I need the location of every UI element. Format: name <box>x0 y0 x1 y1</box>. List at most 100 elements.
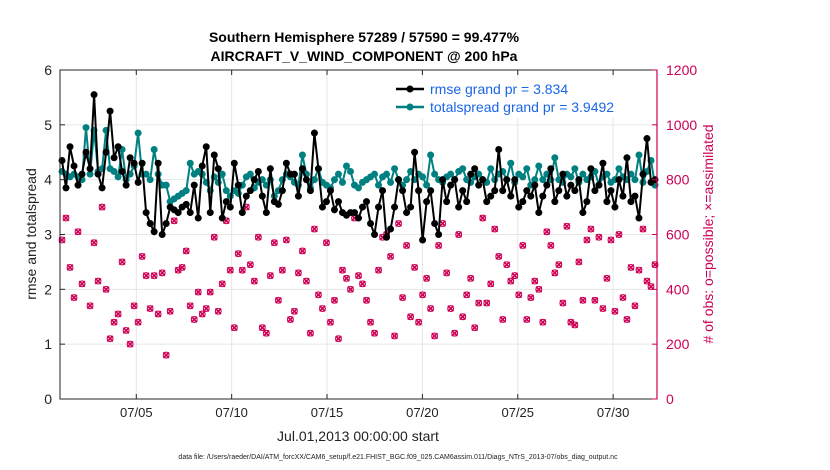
obs-count-point <box>318 305 326 312</box>
totalspread-point <box>507 159 515 167</box>
obs-possible-o <box>122 327 130 334</box>
totalspread-point <box>82 124 90 132</box>
rmse-point <box>403 209 411 217</box>
rmse-point <box>463 198 471 206</box>
totalspread-point <box>427 151 435 159</box>
y-right-tick-label: 400 <box>666 281 690 297</box>
obs-count-point <box>238 266 246 274</box>
totalspread-point <box>567 173 575 181</box>
obs-count-point <box>194 288 202 296</box>
obs-count-point <box>551 269 559 277</box>
obs-count-point <box>62 214 70 222</box>
obs-count-point <box>98 203 106 211</box>
obs-count-point <box>298 247 306 255</box>
obs-count-point <box>475 299 483 307</box>
obs-count-point <box>563 222 571 230</box>
rmse-point <box>82 148 90 156</box>
rmse-point <box>643 135 651 143</box>
totalspread-point <box>334 170 342 178</box>
obs-count-point <box>491 225 499 233</box>
rmse-point <box>110 154 118 162</box>
x-tick-label: 07/20 <box>406 405 439 420</box>
rmse-point <box>619 192 627 200</box>
rmse-point <box>523 187 531 195</box>
rmse-point <box>274 200 282 208</box>
obs-count-point <box>599 305 607 312</box>
obs-count-point <box>122 327 130 334</box>
obs-possible-o <box>463 291 471 299</box>
obs-possible-o <box>375 266 382 274</box>
obs-possible-o <box>118 258 126 266</box>
obs-count-point <box>543 228 551 236</box>
obs-count-point <box>90 239 98 247</box>
rmse-point <box>499 187 507 195</box>
obs-count-point <box>74 228 82 236</box>
obs-count-point <box>631 302 639 310</box>
obs-possible-o <box>210 233 218 241</box>
obs-count-point <box>511 272 519 280</box>
y-right-tick-label: 600 <box>666 227 690 243</box>
obs-possible-o <box>603 274 611 282</box>
obs-count-point <box>503 261 511 269</box>
obs-count-point <box>234 250 242 258</box>
rmse-point <box>310 129 318 137</box>
totalspread-point <box>162 181 170 189</box>
rmse-point <box>254 167 262 175</box>
obs-possible-o <box>643 277 651 285</box>
obs-possible-o <box>262 329 270 337</box>
obs-possible-o <box>483 299 491 307</box>
rmse-point <box>491 187 499 195</box>
obs-count-point <box>643 277 651 285</box>
y-left-tick-label: 3 <box>44 227 52 243</box>
obs-count-point <box>539 318 547 326</box>
obs-count-point <box>150 272 158 280</box>
obs-possible-o <box>647 283 655 291</box>
obs-possible-o <box>591 296 599 304</box>
obs-possible-o <box>206 288 214 296</box>
rmse-point <box>222 198 230 206</box>
totalspread-point <box>342 162 350 170</box>
rmse-point <box>503 176 511 184</box>
obs-count-point <box>182 247 190 255</box>
totalspread-point <box>635 151 643 159</box>
obs-possible-o <box>198 310 206 318</box>
obs-possible-o <box>367 318 374 326</box>
obs-possible-o <box>623 316 631 323</box>
obs-count-point <box>523 316 531 323</box>
x-tick-label: 07/25 <box>501 405 534 420</box>
y-right-tick-label: 0 <box>666 391 674 407</box>
obs-count-point <box>371 329 378 337</box>
obs-count-point <box>399 294 407 302</box>
obs-count-point <box>575 258 583 266</box>
obs-count-point <box>206 288 214 296</box>
rmse-point <box>455 203 463 211</box>
obs-count-point <box>226 266 234 274</box>
obs-possible-o <box>611 307 619 315</box>
obs-possible-o <box>651 261 659 269</box>
obs-possible-o <box>254 233 262 241</box>
obs-possible-o <box>507 277 515 285</box>
rmse-point <box>371 231 379 238</box>
obs-possible-o <box>539 318 547 326</box>
rmse-point <box>130 159 138 167</box>
totalspread-point <box>134 129 142 137</box>
rmse-point <box>527 192 535 200</box>
rmse-point <box>595 181 603 189</box>
obs-possible-o <box>347 285 354 293</box>
obs-possible-o <box>387 252 395 260</box>
obs-count-point <box>106 335 114 343</box>
obs-count-point <box>359 280 366 288</box>
obs-count-point <box>427 305 435 312</box>
obs-count-point <box>230 324 238 332</box>
rmse-point <box>150 228 158 236</box>
y-axis-right-label: # of obs: o=possible; ×=assimilated <box>700 124 716 343</box>
obs-possible-o <box>94 277 102 285</box>
obs-count-point <box>170 217 178 225</box>
totalspread-point <box>355 184 362 192</box>
obs-count-point <box>178 263 186 271</box>
obs-possible-o <box>423 274 431 282</box>
obs-possible-o <box>339 266 346 274</box>
obs-count-point <box>627 263 635 271</box>
obs-count-point <box>214 307 222 315</box>
y-left-tick-label: 2 <box>44 281 52 297</box>
